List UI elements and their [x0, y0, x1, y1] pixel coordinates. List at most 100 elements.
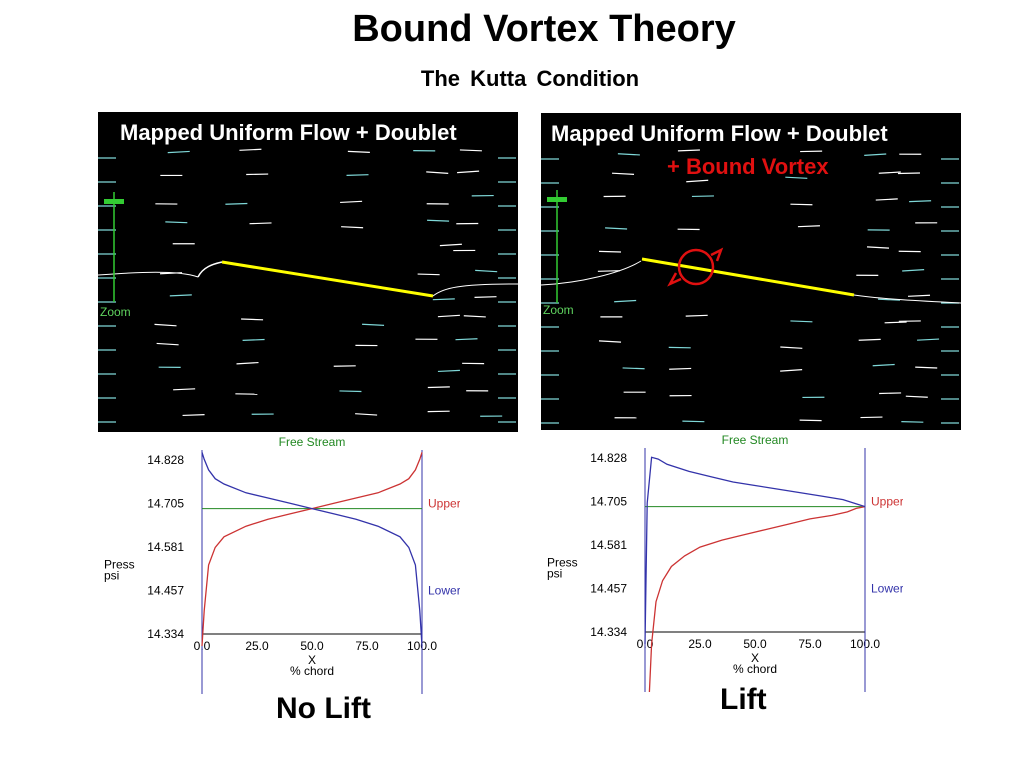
- streamline-dashes: [98, 148, 516, 423]
- streamline-dash: [347, 150, 370, 154]
- page-subtitle: The Kutta Condition: [420, 66, 640, 91]
- caption-no-lift: No Lift: [276, 692, 371, 725]
- streamline-lead-upstream: [98, 271, 199, 278]
- streamline-dash: [597, 270, 620, 272]
- x-tick-label: 50.0: [300, 639, 324, 653]
- y-axis-label: Press: [104, 557, 135, 571]
- series-lower-line: [644, 456, 866, 645]
- x-axis-label: % chord: [733, 662, 777, 676]
- streamline-dash: [785, 176, 808, 179]
- streamline-dash: [249, 222, 272, 225]
- legend-upper: Upper: [428, 496, 460, 510]
- zoom-slider-handle[interactable]: [104, 199, 124, 204]
- panel-label-vortex: + Bound Vortex: [667, 154, 829, 179]
- streamline-dash: [437, 314, 460, 318]
- streamline-dash: [340, 200, 363, 204]
- streamline-dash: [917, 338, 940, 341]
- streamline-dash: [682, 420, 705, 423]
- streamline-dash: [239, 148, 262, 151]
- streamline-dash: [858, 338, 881, 341]
- streamline-dash: [225, 202, 248, 205]
- streamline-dash: [417, 273, 440, 276]
- pressure-chart-lift: Free Stream 14.828 14.705 14.581 14.457 14.33…: [547, 433, 903, 693]
- streamline-dash: [169, 294, 192, 297]
- streamline-dash: [173, 388, 196, 391]
- x-tick-label: 75.0: [355, 639, 379, 653]
- streamline-dash: [167, 150, 190, 154]
- streamline-dash: [236, 361, 259, 365]
- streamline-dash: [362, 323, 385, 326]
- flow-panel-no-lift: Mapped Uniform Flow + Doublet Zoom: [98, 112, 518, 432]
- streamline-dash: [864, 153, 887, 156]
- flow-panel-lift: Mapped Uniform Flow + Doublet + Bound Vo…: [541, 113, 961, 430]
- zoom-label: Zoom: [543, 303, 574, 317]
- chart-header: Free Stream: [279, 435, 346, 449]
- x-tick-label: 50.0: [743, 637, 767, 651]
- streamline-dash: [355, 413, 378, 416]
- series-upper-line: [201, 452, 423, 647]
- vortex-arrow-icon: [667, 272, 682, 287]
- pressure-chart-no-lift: Free Stream 14.828 14.705 14.581 14.457 14.33…: [104, 435, 460, 694]
- streamline-dash: [156, 342, 179, 346]
- chart-header: Free Stream: [722, 433, 789, 447]
- streamline-dash: [427, 219, 450, 222]
- zoom-slider-handle[interactable]: [547, 197, 567, 202]
- streamline-dash: [459, 149, 482, 152]
- x-tick-label: 25.0: [688, 637, 712, 651]
- streamline-dash: [426, 171, 449, 174]
- streamline-dash: [780, 346, 803, 349]
- streamline-dash: [879, 392, 902, 395]
- streamline-dash: [685, 314, 708, 317]
- y-axis-label: psi: [104, 568, 119, 582]
- streamline-dash: [669, 367, 692, 370]
- legend-upper: Upper: [871, 494, 903, 508]
- y-tick-label: 14.828: [590, 451, 627, 465]
- streamline-dash: [242, 338, 265, 341]
- page-title: Bound Vortex Theory: [352, 8, 736, 50]
- streamline-dash: [611, 172, 635, 175]
- streamline-dash: [860, 416, 883, 419]
- streamline-dash: [605, 227, 628, 230]
- y-tick-label: 14.334: [147, 627, 184, 641]
- streamline-dash: [909, 200, 932, 203]
- streamline-dash: [457, 170, 480, 174]
- y-axis-label: Press: [547, 555, 578, 569]
- streamline-dash: [463, 315, 486, 318]
- streamline-dash: [474, 296, 497, 298]
- streamline-field-left: [98, 148, 518, 423]
- streamline-dash: [439, 243, 462, 247]
- y-tick-label: 14.457: [147, 584, 184, 598]
- y-tick-label: 14.581: [147, 540, 184, 554]
- streamline-dash: [872, 363, 895, 367]
- streamline-dash: [780, 369, 803, 372]
- panel-label: Mapped Uniform Flow + Doublet: [120, 120, 457, 145]
- streamline-dash: [437, 369, 460, 373]
- streamline-lead: [541, 260, 642, 286]
- streamline-dash: [790, 320, 813, 323]
- streamline-dash: [622, 367, 645, 370]
- x-axis-label: X: [308, 653, 316, 667]
- x-axis-label: X: [751, 651, 759, 665]
- legend-lower: Lower: [871, 582, 903, 596]
- x-axis-label: % chord: [290, 664, 334, 678]
- streamline-dash: [905, 395, 928, 398]
- y-tick-label: 14.705: [147, 496, 184, 510]
- streamline-dash: [884, 321, 907, 324]
- y-tick-label: 14.705: [590, 494, 627, 508]
- streamline-lead: [197, 261, 223, 278]
- streamline-dash: [182, 414, 205, 417]
- streamline-dash: [902, 269, 925, 272]
- streamline-dash: [907, 294, 931, 297]
- y-tick-label: 14.334: [590, 625, 627, 639]
- streamline-dash: [877, 298, 901, 301]
- streamline-trail: [853, 294, 961, 304]
- x-tick-label: 25.0: [245, 639, 269, 653]
- series-lower-line: [201, 452, 423, 647]
- y-tick-label: 14.581: [590, 538, 627, 552]
- airfoil-plate: [221, 260, 434, 298]
- streamline-dash: [455, 338, 478, 341]
- streamline-dash: [790, 203, 813, 206]
- streamline-dashes: [541, 149, 959, 424]
- airfoil-plate: [641, 257, 855, 297]
- streamline-dash: [475, 269, 498, 273]
